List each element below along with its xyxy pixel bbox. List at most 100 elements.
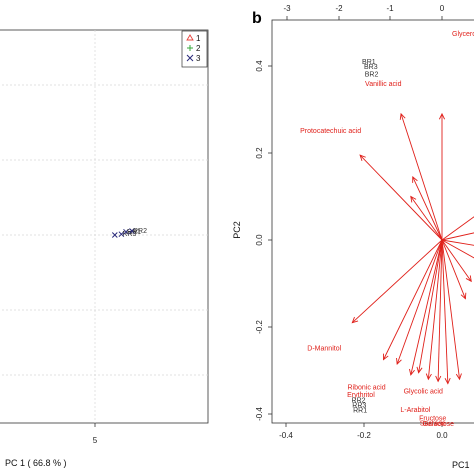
observation-label: RR3 [352, 402, 366, 409]
loading-arrow: Erythritol [347, 239, 443, 399]
variable-label: Ribonic acid [348, 385, 386, 392]
arrow-shaft [418, 239, 443, 373]
y-axis-tick-label: 0.2 [255, 147, 264, 159]
top-axis-tick-label: 0 [440, 4, 445, 13]
arrow-head [383, 353, 389, 361]
loading-arrow: L-Arabitol [400, 239, 443, 414]
legend-box [181, 30, 208, 68]
loading-arrow: D-Mannitol [307, 239, 443, 353]
variable-label: D-Mannitol [307, 346, 341, 353]
loading-arrow [441, 239, 472, 283]
arrow-shaft [359, 154, 443, 241]
panel-b-y-axis-title: PC2 [232, 221, 242, 239]
arrow-shaft [383, 239, 443, 360]
arrow-shaft [351, 239, 443, 323]
legend-label: 3 [196, 54, 201, 63]
loading-arrow [412, 175, 443, 241]
loading-arrow [409, 239, 443, 376]
arrow-head [455, 373, 462, 381]
point-label: RR1 [127, 229, 141, 236]
legend-label: 2 [196, 44, 201, 53]
arrow-head [416, 366, 423, 374]
top-axis-tick-label: -3 [283, 4, 291, 13]
observation-label: RR1 [353, 408, 367, 415]
arrow-head [409, 368, 415, 376]
arrow-shaft [441, 239, 466, 299]
variable-label: L-Arabitol [400, 407, 430, 414]
x-axis-tick-label: -0.2 [357, 431, 371, 440]
arrow-shaft [410, 239, 443, 375]
arrow-shaft [400, 113, 443, 241]
arrow-shaft [427, 239, 443, 380]
scatter-point [123, 228, 129, 235]
loading-arrow [441, 239, 467, 300]
arrow-head [399, 112, 406, 120]
loading-arrow [441, 232, 474, 241]
arrow-head [435, 375, 442, 383]
arrow-shaft [410, 196, 443, 241]
arrow-shaft [441, 239, 472, 282]
observation-label: BR3 [364, 64, 378, 71]
loading-arrow: Fructose [419, 239, 446, 422]
panel-b: b -3 -2 -1 0 -0.4 -0.2 0.0 -0.4-0.20.00.20.4 … [232, 4, 474, 470]
loading-arrow [441, 239, 474, 246]
point-label: RR3 [122, 231, 136, 238]
arrow-head [465, 275, 472, 283]
arrow-head [412, 175, 418, 183]
arrow-shaft [441, 239, 449, 384]
arrow-head [351, 316, 359, 324]
cross-marker-icon [186, 54, 194, 62]
variable-label: Galactose [423, 421, 455, 428]
arrow-head [410, 195, 417, 203]
arrow-head [444, 377, 451, 385]
panel-b-frame [271, 19, 474, 424]
arrow-shaft [441, 239, 474, 259]
x-axis-tick-label: 0.0 [436, 431, 448, 440]
arrow-shaft [396, 239, 443, 365]
y-axis-tick-label: 0.4 [255, 60, 264, 72]
loading-arrow: Vanillic acid [365, 81, 443, 241]
panel-a-frame [0, 29, 209, 424]
variable-label: Fructose [419, 415, 446, 422]
observation-label: BR1 [362, 59, 376, 66]
observation-label: RR2 [352, 397, 366, 404]
scatter-point [129, 228, 135, 234]
variable-label: Glycerol [452, 31, 474, 38]
loading-arrow: Sucrose [420, 239, 451, 428]
loading-arrow [441, 216, 474, 241]
scatter-point [118, 231, 125, 238]
legend-item-1: 1 [186, 34, 201, 43]
arrow-shaft [412, 176, 443, 241]
legend-label: 1 [196, 34, 201, 43]
loading-arrow: Galactose [423, 239, 462, 428]
loading-arrow [410, 195, 443, 241]
plus-marker-icon [187, 45, 193, 51]
arrow-shaft [441, 239, 460, 380]
x-axis-tick-label: -0.4 [279, 431, 293, 440]
panel-b-x-axis-title: PC1 [452, 460, 470, 470]
loading-arrow: Protocatechuic acid [300, 128, 443, 241]
arrow-shaft [441, 232, 474, 241]
y-axis-tick-label: 0.0 [255, 234, 264, 246]
arrow-shaft [441, 216, 474, 241]
loading-arrow [441, 239, 474, 259]
observation-label: BR2 [365, 71, 379, 78]
loading-arrow: Ribonic acid [348, 239, 443, 392]
panel-a-legend: 123 [181, 30, 208, 68]
panel-b-label: b [252, 10, 262, 27]
arrow-head [460, 292, 467, 300]
panel-a-x-tick-label: 5 [93, 436, 98, 445]
variable-label: Vanillic acid [365, 81, 402, 88]
arrow-head [438, 112, 446, 120]
y-axis-tick-label: -0.4 [255, 407, 264, 421]
top-axis-tick-label: -1 [386, 4, 394, 13]
y-axis-tick-label: -0.2 [255, 320, 264, 334]
arrow-head [396, 357, 402, 365]
variable-label: Erythritol [347, 392, 375, 399]
scatter-point [111, 232, 118, 238]
variable-label: Sucrose [420, 421, 446, 428]
top-axis-tick-label: -2 [335, 4, 343, 13]
variable-label: Glycolic acid [404, 389, 443, 396]
